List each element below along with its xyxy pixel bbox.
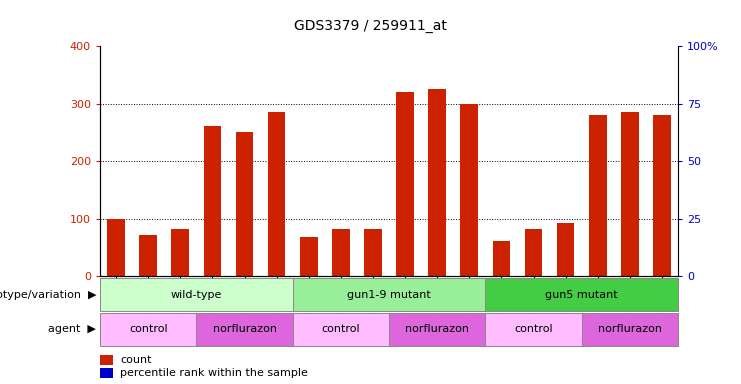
Text: genotype/variation  ▶: genotype/variation ▶ (0, 290, 96, 300)
Bar (525, 229, 542, 276)
Bar (589, 115, 607, 276)
Bar (493, 241, 511, 276)
Text: norflurazon: norflurazon (598, 324, 662, 334)
Bar (396, 92, 414, 276)
Text: norflurazon: norflurazon (213, 324, 276, 334)
Bar (332, 229, 350, 276)
Bar (100, 368, 113, 378)
Bar (100, 313, 196, 346)
Bar (204, 126, 222, 276)
Text: gun5 mutant: gun5 mutant (545, 290, 618, 300)
Bar (428, 89, 446, 276)
Text: GDS3379 / 259911_at: GDS3379 / 259911_at (294, 19, 447, 33)
Bar (582, 313, 678, 346)
Bar (236, 132, 253, 276)
Bar (100, 278, 293, 311)
Bar (485, 278, 678, 311)
Bar (556, 223, 574, 276)
Bar (364, 229, 382, 276)
Bar (100, 355, 113, 365)
Text: control: control (322, 324, 360, 334)
Bar (293, 313, 389, 346)
Bar (621, 112, 639, 276)
Bar (293, 278, 485, 311)
Text: agent  ▶: agent ▶ (48, 324, 96, 334)
Bar (107, 219, 125, 276)
Bar (139, 235, 157, 276)
Text: norflurazon: norflurazon (405, 324, 469, 334)
Bar (389, 313, 485, 346)
Bar (196, 313, 293, 346)
Text: control: control (514, 324, 553, 334)
Text: count: count (121, 355, 152, 365)
Bar (171, 229, 189, 276)
Text: gun1-9 mutant: gun1-9 mutant (347, 290, 431, 300)
Bar (300, 237, 318, 276)
Bar (653, 115, 671, 276)
Bar (460, 104, 478, 276)
Text: percentile rank within the sample: percentile rank within the sample (121, 368, 308, 378)
Bar (268, 112, 285, 276)
Text: control: control (129, 324, 167, 334)
Text: wild-type: wild-type (170, 290, 222, 300)
Bar (485, 313, 582, 346)
